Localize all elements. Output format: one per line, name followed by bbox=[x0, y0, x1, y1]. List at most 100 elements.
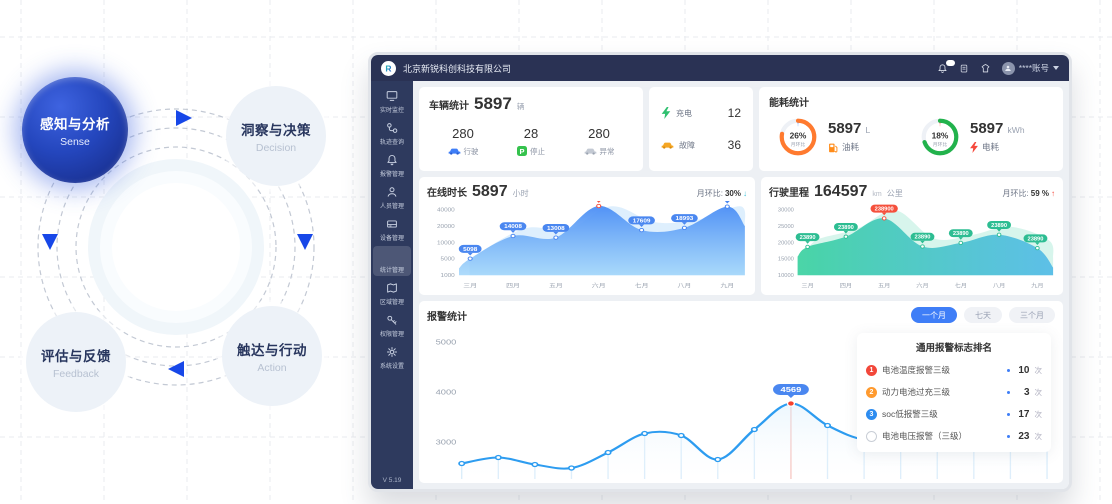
fuel-donut: ↑ 26% 月环比 bbox=[779, 118, 817, 155]
document-icon[interactable] bbox=[959, 63, 969, 74]
electric-consumption-group: ↑ 18% 月环比 5897 kWh 电耗 bbox=[911, 116, 1053, 158]
sidebar-item-region-management[interactable]: 区域管理 bbox=[373, 278, 411, 308]
online-duration-unit: 小时 bbox=[512, 189, 529, 198]
sidebar-item-label: 轨迹查询 bbox=[380, 139, 404, 146]
main-content: 车辆统计 5897 辆 280 行驶 bbox=[413, 81, 1069, 489]
ranking-label: soc低报警三级 bbox=[882, 409, 938, 419]
charge-fault-card: 充电 12 故障 36 bbox=[649, 87, 753, 171]
electric-mom-label: 月环比 bbox=[933, 140, 948, 147]
car-fault-icon bbox=[661, 142, 674, 149]
company-name: 北京新锐科创科技有限公司 bbox=[403, 63, 512, 74]
node-title: 感知与分析 bbox=[40, 116, 110, 132]
node-subtitle: Feedback bbox=[52, 367, 100, 380]
mileage-mom: 月环比: 59 % ↑ bbox=[1002, 189, 1055, 198]
fuel-label: 油耗 bbox=[842, 142, 860, 152]
cycle-rings bbox=[37, 108, 315, 386]
app-version: V 5.19 bbox=[382, 477, 402, 484]
arrow-feedback-cycle bbox=[42, 234, 58, 250]
fault-value: 36 bbox=[727, 138, 741, 152]
stat-stopped: 28 P 停止 bbox=[497, 118, 565, 164]
logo-letter: R bbox=[385, 63, 391, 73]
vehicle-total-unit: 辆 bbox=[516, 102, 525, 111]
node-title: 评估与反馈 bbox=[41, 348, 111, 364]
svg-text:4000: 4000 bbox=[436, 389, 457, 397]
sidebar-item-label: 系统设置 bbox=[380, 363, 404, 370]
svg-text:40000: 40000 bbox=[437, 208, 456, 213]
trend-arrow: ↑ bbox=[938, 120, 941, 127]
svg-text:10000: 10000 bbox=[778, 273, 794, 279]
svg-text:七月: 七月 bbox=[635, 281, 649, 289]
car-driving-icon bbox=[448, 148, 460, 155]
svg-text:八月: 八月 bbox=[993, 283, 1005, 290]
svg-text:238900: 238900 bbox=[875, 207, 894, 213]
electric-label: 电耗 bbox=[982, 142, 1000, 152]
map-icon bbox=[387, 283, 397, 293]
svg-text:三月: 三月 bbox=[801, 283, 813, 290]
stat-abnormal: 280 异常 bbox=[565, 118, 633, 164]
svg-text:3000: 3000 bbox=[436, 439, 457, 447]
sidebar-item-system-settings[interactable]: 系统设置 bbox=[373, 342, 411, 372]
car-abnormal-icon bbox=[584, 148, 596, 155]
charging-value: 12 bbox=[727, 106, 741, 120]
svg-text:5000: 5000 bbox=[436, 339, 457, 347]
avatar bbox=[1001, 61, 1015, 75]
stat-label: 行驶 bbox=[463, 146, 479, 156]
tab-one-month[interactable]: 一个月 bbox=[911, 307, 957, 323]
sidebar-item-realtime-monitor[interactable]: 实时监控 bbox=[373, 86, 411, 116]
ranking-item: 3 soc低报警三级 17 次 bbox=[866, 403, 1042, 425]
sidebar-item-alarm-management[interactable]: 报警管理 bbox=[373, 150, 411, 180]
fault-row: 故障 36 bbox=[661, 138, 741, 152]
stat-label: 停止 bbox=[530, 146, 545, 156]
trend-arrow: ↑ bbox=[796, 120, 799, 127]
lightning-icon bbox=[661, 107, 671, 119]
ranking-count: 17 bbox=[1018, 408, 1030, 420]
svg-text:20000: 20000 bbox=[778, 240, 794, 246]
ranking-count-unit: 次 bbox=[1034, 365, 1043, 375]
fault-label: 故障 bbox=[679, 140, 695, 150]
sidebar-item-track-query[interactable]: 轨迹查询 bbox=[373, 118, 411, 148]
sidebar-item-personnel-management[interactable]: 人员管理 bbox=[373, 182, 411, 212]
fuel-unit: L bbox=[865, 125, 871, 135]
svg-text:1000: 1000 bbox=[441, 273, 456, 278]
electric-unit: kWh bbox=[1007, 125, 1025, 135]
energy-stats-card: 能耗统计 ↑ 26% 月环比 bbox=[759, 87, 1063, 171]
notification-bell-icon[interactable] bbox=[937, 59, 955, 74]
sidebar-item-label: 报警管理 bbox=[380, 171, 404, 178]
svg-text:30000: 30000 bbox=[778, 208, 794, 214]
fuel-mom-pct: 26% bbox=[790, 130, 807, 140]
tab-three-months[interactable]: 三个月 bbox=[1009, 307, 1055, 323]
parking-icon: P bbox=[517, 146, 527, 156]
fuel-pump-icon bbox=[829, 143, 838, 152]
svg-text:23890: 23890 bbox=[991, 223, 1007, 229]
svg-text:17609: 17609 bbox=[633, 219, 652, 224]
sidebar: 实时监控 轨迹查询 报警管理 人员管理 设备管理 bbox=[371, 81, 413, 489]
fuel-consumption-group: ↑ 26% 月环比 5897 L 油耗 bbox=[769, 116, 911, 158]
svg-text:五月: 五月 bbox=[878, 283, 890, 290]
fuel-mom-label: 月环比 bbox=[791, 140, 806, 147]
sidebar-item-statistics-management[interactable]: 统计管理 bbox=[373, 246, 411, 276]
svg-text:八月: 八月 bbox=[678, 282, 692, 289]
ranking-label: 电池温度报警三级 bbox=[882, 365, 951, 375]
sidebar-item-device-management[interactable]: 设备管理 bbox=[373, 214, 411, 244]
user-icon bbox=[387, 187, 397, 197]
svg-text:四月: 四月 bbox=[840, 283, 852, 290]
bell-icon bbox=[387, 154, 397, 166]
sidebar-item-permission-management[interactable]: 权限管理 bbox=[373, 310, 411, 340]
account-name: ****账号 bbox=[1018, 63, 1049, 73]
count-dot bbox=[1006, 412, 1010, 416]
online-duration-title: 在线时长 bbox=[427, 188, 467, 199]
rank-2-badge: 2 bbox=[866, 386, 877, 398]
rank-3-badge: 3 bbox=[866, 408, 877, 420]
cycle-diagram: 感知与分析 Sense 洞察与决策 Decision 触达与行动 Action … bbox=[0, 0, 365, 504]
ranking-count-unit: 次 bbox=[1034, 387, 1043, 397]
account-menu[interactable]: ****账号 bbox=[1001, 61, 1059, 75]
svg-text:23890: 23890 bbox=[953, 231, 969, 237]
svg-text:九月: 九月 bbox=[720, 281, 734, 289]
stat-value: 28 bbox=[523, 125, 539, 141]
company-logo: R bbox=[381, 60, 396, 76]
theme-skin-icon[interactable] bbox=[980, 63, 991, 74]
arrow-sense-to-decision bbox=[176, 110, 192, 126]
tab-seven-days[interactable]: 七天 bbox=[964, 307, 1002, 323]
mileage-km-unit: km bbox=[872, 191, 882, 198]
